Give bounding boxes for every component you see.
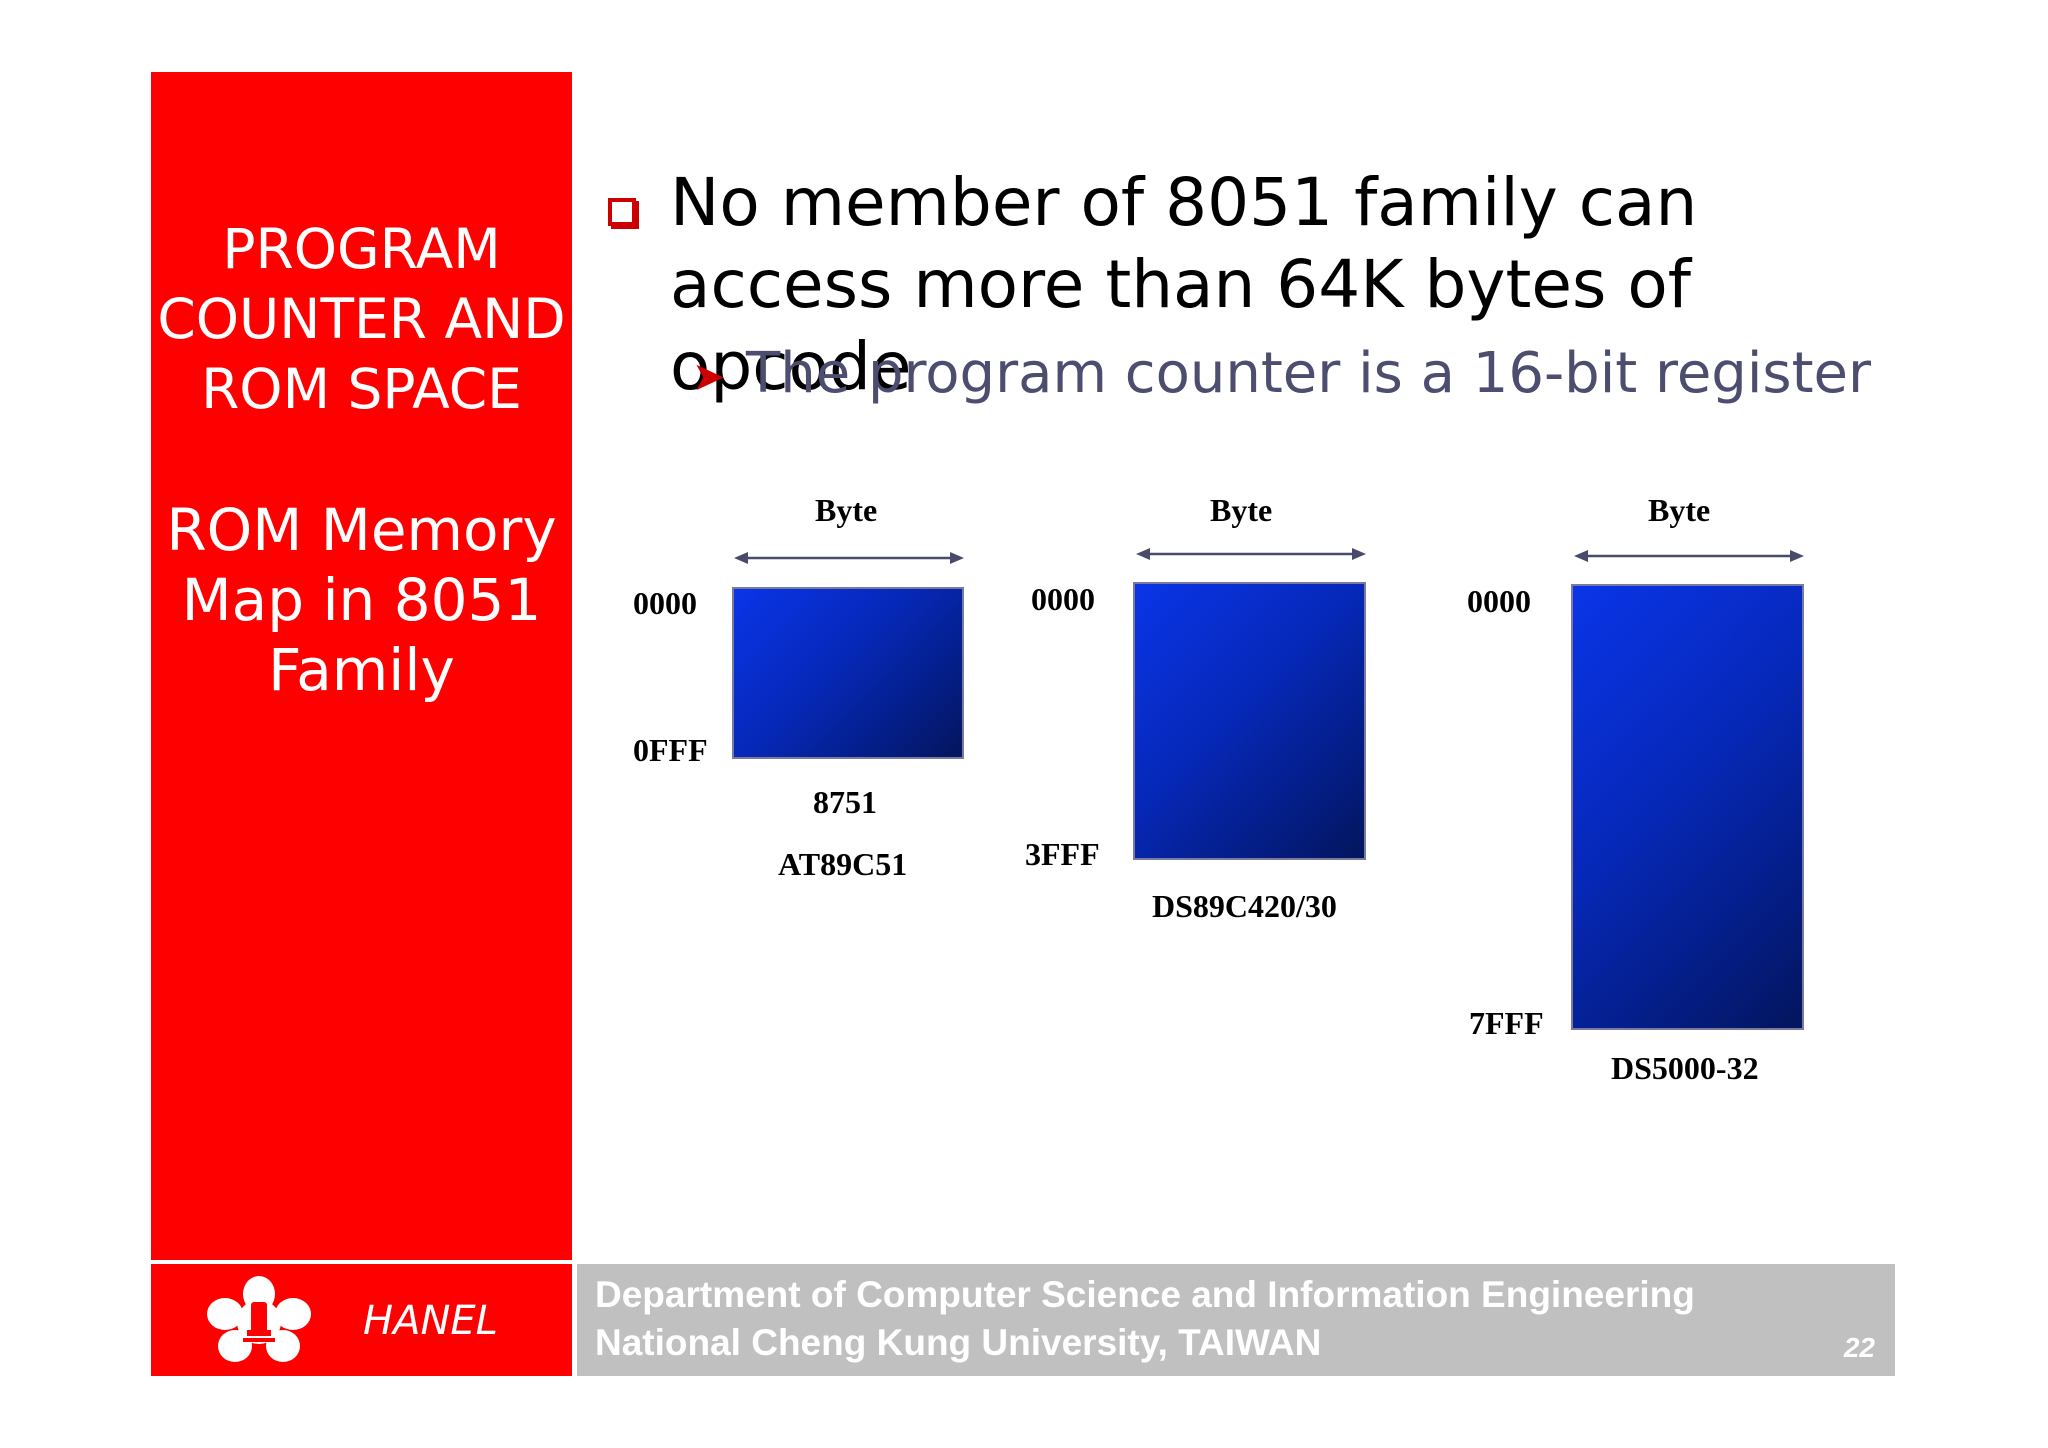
department-name: Department of Computer Science and Infor… xyxy=(595,1274,1695,1315)
slide-title-line: PROGRAM xyxy=(222,217,501,281)
memory-block xyxy=(1133,582,1366,860)
slide-title-line: COUNTER AND xyxy=(157,287,566,351)
title-panel: PROGRAM COUNTER AND ROM SPACE ROM Memory… xyxy=(151,72,572,1260)
logo-box: HANEL xyxy=(151,1264,572,1376)
memory-block xyxy=(732,587,964,759)
page-number: 22 xyxy=(1843,1332,1875,1363)
start-address: 0000 xyxy=(1467,583,1531,619)
start-address: 0000 xyxy=(1031,581,1095,617)
bullet-marker-square xyxy=(608,160,688,240)
chip-name: AT89C51 xyxy=(778,846,908,882)
slide-title-line: ROM SPACE xyxy=(201,357,522,421)
footer-bar: Department of Computer Science and Infor… xyxy=(577,1264,1895,1376)
university-name: National Cheng Kung University, TAIWAN xyxy=(595,1322,1322,1363)
memory-block xyxy=(1571,584,1804,1030)
square-bullet-icon xyxy=(608,198,636,226)
double-arrow-icon xyxy=(1136,548,1366,560)
slide-subtitle: ROM Memory Map in 8051 Family xyxy=(151,495,572,705)
end-address: 7FFF xyxy=(1469,1005,1544,1041)
university-emblem-icon xyxy=(207,1276,311,1362)
bullet-main-text: No member of 8051 family can access more… xyxy=(670,164,1698,405)
double-arrow-icon xyxy=(734,552,964,564)
slide-subtitle-line: Family xyxy=(268,636,455,704)
arrow-bullet-icon: ➤ xyxy=(692,354,726,400)
chip-name: 8751 xyxy=(813,784,877,820)
end-address: 0FFF xyxy=(633,732,708,768)
bullet-sub-text: The program counter is a 16-bit register xyxy=(746,341,1872,406)
double-arrow-icon xyxy=(1574,550,1804,562)
byte-label: Byte xyxy=(815,492,878,528)
chip-name: DS89C420/30 xyxy=(1152,888,1337,924)
start-address: 0000 xyxy=(633,585,697,621)
slide-subtitle-line: ROM Memory xyxy=(166,496,557,564)
byte-label: Byte xyxy=(1210,492,1273,528)
author-brand: HANEL xyxy=(363,1298,498,1344)
chip-name: DS5000-32 xyxy=(1611,1050,1759,1086)
slide-title: PROGRAM COUNTER AND ROM SPACE xyxy=(151,214,572,424)
end-address: 3FFF xyxy=(1025,836,1100,872)
byte-label: Byte xyxy=(1648,492,1711,528)
slide-subtitle-line: Map in 8051 xyxy=(181,566,542,634)
